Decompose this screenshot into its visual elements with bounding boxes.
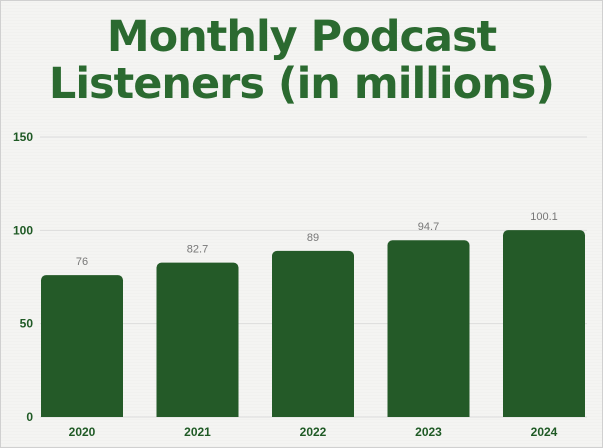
bar-base-2023	[387, 411, 470, 417]
bar-2020	[41, 275, 123, 417]
bar-2021	[156, 262, 239, 417]
bar-2023	[387, 240, 470, 417]
y-tick-label-150: 150	[13, 130, 33, 144]
chart-title-line-1: Monthly Podcast	[106, 12, 497, 62]
y-axis-ticks: 0 50 100 150	[13, 130, 33, 424]
y-tick-label-0: 0	[26, 410, 33, 424]
chart-title-line-2: Listeners (in millions)	[48, 59, 555, 109]
value-label-2023: 94.7	[418, 221, 439, 233]
y-tick-label-50: 50	[20, 317, 34, 331]
bar-2024	[503, 230, 585, 417]
value-label-2024: 100.1	[530, 211, 558, 223]
bar-2022	[272, 250, 354, 417]
bar-base-2020	[41, 411, 123, 417]
value-label-2020: 76	[76, 256, 88, 268]
bar-base-2024	[503, 411, 585, 417]
value-label-2022: 89	[307, 232, 319, 244]
x-axis-ticks: 2020 2021 2022 2023 2024	[69, 425, 558, 439]
value-labels: 76 82.7 89 94.7 100.1	[76, 211, 558, 268]
y-tick-label-100: 100	[13, 223, 33, 237]
x-tick-label-2021: 2021	[184, 425, 211, 439]
x-tick-label-2023: 2023	[415, 425, 442, 439]
bars	[41, 230, 585, 417]
x-tick-label-2022: 2022	[300, 425, 327, 439]
bar-base-2022	[272, 411, 354, 417]
x-tick-label-2024: 2024	[531, 425, 558, 439]
bar-base-2021	[156, 411, 239, 417]
x-tick-label-2020: 2020	[69, 425, 96, 439]
value-label-2021: 82.7	[187, 244, 208, 256]
chart-title: Monthly Podcast Listeners (in millions)	[0, 14, 603, 108]
